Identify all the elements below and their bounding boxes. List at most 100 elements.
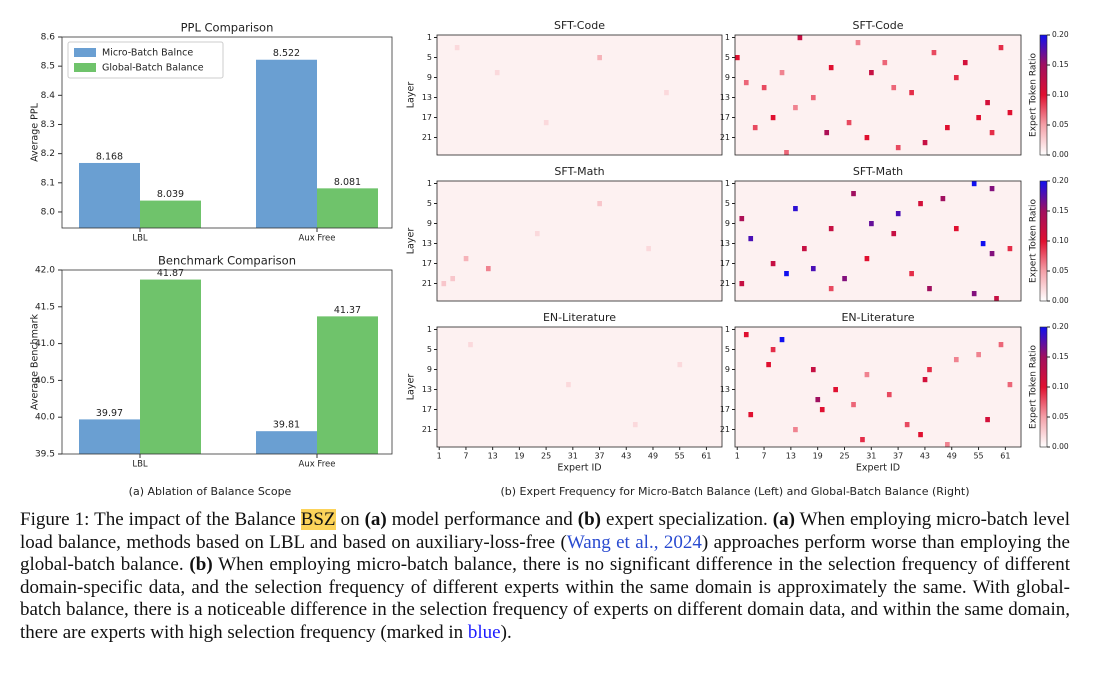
heatmap-cell xyxy=(566,382,571,388)
heatmap-cell xyxy=(904,422,910,428)
heatmap-cell xyxy=(441,281,447,287)
heatmap-cell xyxy=(485,266,491,272)
y-tick-label: 21 xyxy=(720,133,730,142)
heatmap-cell xyxy=(998,342,1004,348)
y-tick-label: 9 xyxy=(427,73,432,82)
heatmap-cell xyxy=(632,422,638,428)
heatmap-cell xyxy=(743,332,749,338)
colorbar-tick-label: 0.05 xyxy=(1052,120,1069,129)
heatmap-cell xyxy=(468,342,473,348)
heatmap-cell xyxy=(980,241,986,247)
heatmap-cell xyxy=(810,367,816,373)
heatmap-cell xyxy=(824,130,830,136)
value-label: 8.168 xyxy=(96,151,123,162)
colorbar-tick-label: 0.10 xyxy=(1052,90,1069,99)
colorbar-tick-label: 0.05 xyxy=(1052,266,1069,275)
heatmap-cell xyxy=(953,75,959,81)
heatmap-cell xyxy=(810,95,816,101)
colorbar-tick-label: 0.00 xyxy=(1052,150,1069,159)
y-tick-label: 41.5 xyxy=(35,302,55,312)
heatmap-cell xyxy=(909,90,914,96)
x-tick-label: 7 xyxy=(762,452,767,461)
y-tick-label: 13 xyxy=(720,239,730,248)
heatmap-frame xyxy=(734,180,1022,302)
heatmap-background xyxy=(437,35,722,155)
heatmap-title: SFT-Math xyxy=(554,165,604,178)
legend-label: Global-Batch Balance xyxy=(102,63,204,74)
x-tick-label: 31 xyxy=(568,452,578,461)
y-tick-label: 9 xyxy=(725,219,730,228)
colorbar xyxy=(1039,34,1048,156)
bar xyxy=(256,59,317,228)
y-tick-label: 1 xyxy=(427,179,432,188)
heatmap-frame xyxy=(734,34,1022,156)
y-tick-label: 9 xyxy=(427,219,432,228)
y-tick-label: 17 xyxy=(720,259,730,268)
heatmap-background xyxy=(735,327,1021,447)
heatmap-cell xyxy=(869,70,874,76)
colorbar-tick-label: 0.05 xyxy=(1052,412,1069,421)
heatmap-cell xyxy=(922,140,928,146)
x-tick-label: 43 xyxy=(920,452,930,461)
y-tick-label: 8.0 xyxy=(41,207,56,217)
heatmap-cell xyxy=(846,120,852,126)
x-tick-label: 55 xyxy=(973,452,983,461)
x-tick-label: 19 xyxy=(813,452,823,461)
y-tick-label: 5 xyxy=(427,53,432,62)
heatmap-cell xyxy=(860,437,865,443)
heatmap-background xyxy=(735,35,1021,155)
y-tick-label: 21 xyxy=(720,279,730,288)
colorbar-tick-label: 0.15 xyxy=(1052,206,1069,215)
x-tick-label: 43 xyxy=(621,452,631,461)
y-tick-label: 41.0 xyxy=(35,339,55,349)
heatmap-cell xyxy=(828,286,834,292)
y-tick-label: 5 xyxy=(427,199,432,208)
heatmap-cell xyxy=(895,211,901,217)
caption-run: The impact of the Balance xyxy=(89,509,301,530)
heatmap-cell xyxy=(543,120,549,126)
heatmap-cell xyxy=(953,226,959,232)
x-tick-label: 25 xyxy=(541,452,551,461)
y-tick-label: 13 xyxy=(720,385,730,394)
y-axis-label: Layer xyxy=(406,82,417,109)
heatmap-cell xyxy=(945,125,950,131)
heatmap-cell xyxy=(463,256,469,262)
plot-frame xyxy=(61,269,393,455)
heatmap-cell xyxy=(985,417,990,423)
colorbar-tick-label: 0.20 xyxy=(1052,322,1069,331)
heatmap-cell xyxy=(998,45,1004,51)
heatmap-cell xyxy=(927,367,932,373)
heatmap-cell xyxy=(494,70,500,76)
y-tick-label: 8.4 xyxy=(41,91,56,101)
legend-label: Micro-Batch Balnce xyxy=(102,48,193,59)
x-tick-label: 49 xyxy=(947,452,957,461)
figure: (a) Ablation of Balance Scope (b) Expert… xyxy=(30,19,1069,498)
y-tick-label: 21 xyxy=(720,425,730,434)
y-tick-label: 5 xyxy=(427,345,432,354)
heatmap-cell xyxy=(646,246,651,252)
heatmap-cell xyxy=(833,387,838,393)
y-tick-label: 21 xyxy=(422,279,432,288)
caption-run: expert specialization. xyxy=(601,509,773,530)
y-tick-label: 21 xyxy=(422,425,432,434)
colorbar-tick-label: 0.20 xyxy=(1052,30,1069,39)
heatmap-cell xyxy=(534,231,540,237)
heatmap-cell xyxy=(989,186,995,192)
heatmap-background xyxy=(437,327,722,447)
caption-run: BSZ xyxy=(300,509,336,530)
y-tick-label: 8.5 xyxy=(41,62,55,72)
y-tick-label: 1 xyxy=(725,179,730,188)
heatmap-cell xyxy=(918,201,923,207)
heatmap-cell xyxy=(819,407,825,413)
heatmap-cell xyxy=(664,90,669,96)
colorbar-label: Expert Token Ratio xyxy=(1029,345,1039,429)
x-tick-label: 13 xyxy=(786,452,796,461)
colorbar-tick-label: 0.15 xyxy=(1052,60,1069,69)
y-tick-label: 39.5 xyxy=(35,450,55,460)
colorbar-tick-label: 0.00 xyxy=(1052,296,1069,305)
caption-run: model performance and xyxy=(386,509,578,530)
heatmap-cell xyxy=(882,60,888,66)
y-tick-label: 8.1 xyxy=(41,178,55,188)
heatmap-cell xyxy=(770,115,776,121)
